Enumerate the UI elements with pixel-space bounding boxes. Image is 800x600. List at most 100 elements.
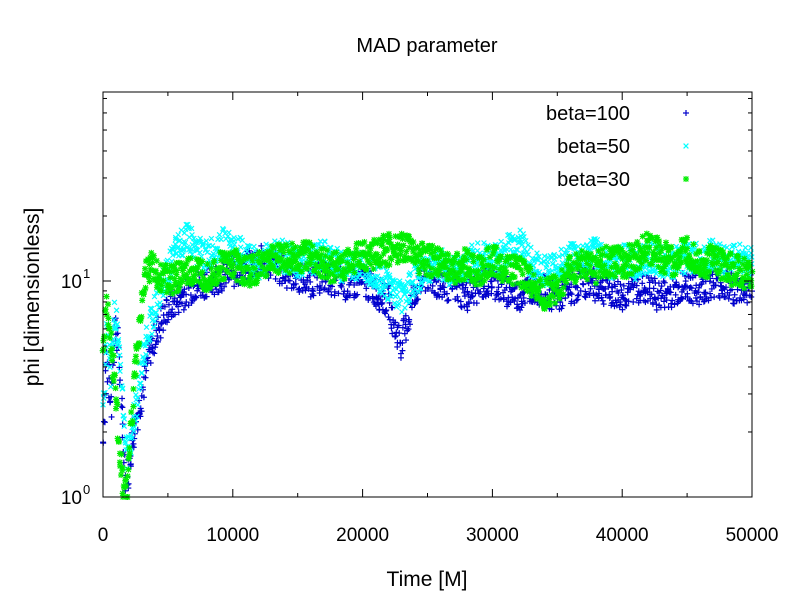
marker-stroke: [558, 246, 565, 253]
marker-stroke: [205, 243, 211, 249]
marker-stroke: [222, 230, 228, 237]
marker-stroke: [356, 271, 362, 278]
marker-stroke: [570, 240, 577, 247]
marker-stroke: [200, 240, 206, 247]
marker-stroke: [534, 250, 540, 256]
marker-stroke: [384, 271, 391, 277]
marker-stroke: [226, 229, 232, 236]
series-layer: [99, 221, 756, 500]
marker-stroke: [394, 291, 400, 298]
marker-stroke: [564, 250, 571, 257]
marker-stroke: [385, 295, 391, 302]
marker-stroke: [511, 237, 518, 244]
marker-stroke: [374, 273, 381, 280]
marker-stroke: [598, 241, 605, 248]
marker-stroke: [391, 300, 398, 306]
marker-stroke: [402, 288, 409, 294]
marker-stroke: [116, 352, 123, 359]
marker-stroke: [383, 268, 390, 274]
marker-stroke: [592, 236, 598, 242]
marker-stroke: [529, 255, 536, 262]
marker-stroke: [140, 342, 147, 348]
marker-stroke: [143, 324, 150, 331]
marker-stroke: [246, 243, 253, 250]
marker-stroke: [575, 243, 582, 250]
marker-stroke: [411, 291, 417, 298]
marker-stroke: [115, 338, 121, 345]
marker-stroke: [594, 236, 601, 243]
marker-stroke: [508, 246, 514, 253]
marker-stroke: [115, 336, 122, 343]
marker-stroke: [164, 257, 171, 264]
marker-stroke: [481, 240, 487, 246]
marker-stroke: [543, 262, 550, 268]
marker-stroke: [559, 260, 566, 266]
marker-stroke: [393, 286, 400, 293]
marker-stroke: [117, 361, 124, 368]
marker-stroke: [517, 227, 524, 233]
marker-stroke: [168, 258, 175, 265]
marker-stroke: [121, 423, 128, 430]
marker-stroke: [474, 247, 481, 254]
marker-stroke: [525, 242, 531, 248]
marker-stroke: [591, 245, 598, 251]
marker-stroke: [137, 380, 144, 387]
marker-stroke: [692, 245, 698, 252]
marker-stroke: [334, 245, 341, 252]
marker-stroke: [178, 227, 185, 233]
marker-stroke: [152, 318, 158, 324]
marker-stroke: [149, 331, 155, 337]
marker-stroke: [399, 309, 405, 315]
marker-stroke: [143, 351, 149, 358]
marker-stroke: [107, 364, 113, 371]
marker-stroke: [295, 273, 301, 280]
marker-stroke: [172, 236, 179, 243]
marker-stroke: [111, 299, 118, 306]
marker-stroke: [128, 432, 134, 439]
marker-stroke: [130, 428, 137, 434]
marker-stroke: [203, 238, 210, 244]
marker-stroke: [528, 244, 534, 251]
marker-stroke: [121, 416, 128, 422]
marker-stroke: [457, 254, 464, 261]
marker-stroke: [131, 424, 138, 431]
marker-stroke: [402, 283, 409, 289]
marker-stroke: [134, 395, 141, 401]
marker-stroke: [593, 240, 599, 246]
marker-stroke: [381, 293, 388, 299]
marker-stroke: [231, 234, 237, 241]
marker-stroke: [182, 239, 189, 246]
marker-stroke: [390, 277, 396, 283]
marker-stroke: [432, 259, 439, 266]
marker-stroke: [172, 241, 179, 247]
marker-stroke: [377, 288, 383, 294]
marker-stroke: [391, 285, 398, 291]
marker-stroke: [188, 246, 194, 253]
marker-stroke: [315, 241, 322, 248]
marker-stroke: [153, 309, 160, 316]
marker-stroke: [686, 240, 692, 247]
marker-stroke: [139, 360, 146, 366]
marker-stroke: [137, 384, 144, 391]
marker-stroke: [474, 260, 480, 266]
marker-stroke: [680, 269, 686, 276]
marker-stroke: [237, 244, 244, 250]
marker-stroke: [556, 253, 562, 260]
marker-stroke: [469, 242, 475, 248]
marker-stroke: [150, 324, 157, 330]
marker-stroke: [157, 300, 163, 306]
marker-stroke: [133, 392, 139, 398]
marker-stroke: [113, 324, 119, 331]
marker-stroke: [521, 233, 527, 240]
marker-stroke: [113, 307, 120, 314]
marker-stroke: [511, 235, 518, 242]
marker-stroke: [541, 253, 548, 259]
marker-stroke: [525, 251, 532, 258]
marker-stroke: [180, 245, 187, 252]
marker-stroke: [409, 280, 416, 286]
marker-stroke: [102, 361, 109, 368]
marker-stroke: [532, 255, 538, 262]
marker-stroke: [407, 270, 414, 276]
marker-stroke: [181, 230, 188, 236]
marker-stroke: [139, 369, 145, 376]
